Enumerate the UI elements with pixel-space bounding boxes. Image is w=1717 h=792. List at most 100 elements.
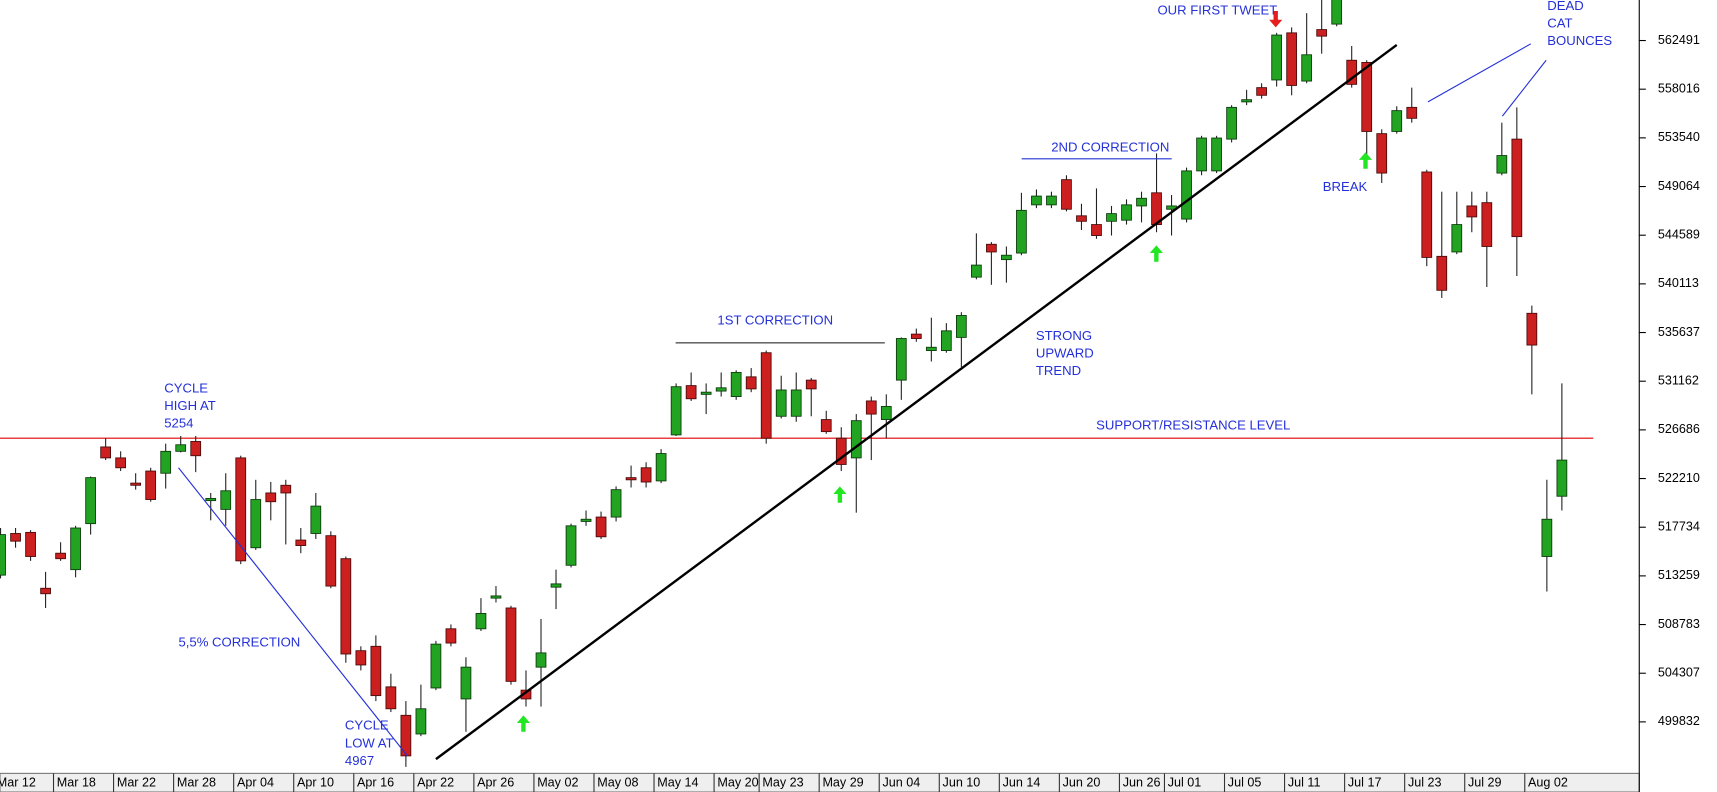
x-tick-label: Jul 05	[1228, 776, 1262, 790]
candle-body	[175, 444, 187, 452]
correction-line	[178, 467, 408, 757]
candle-body	[70, 527, 81, 571]
candle-body	[670, 386, 682, 436]
candle-body	[355, 650, 367, 666]
candle-body	[130, 482, 142, 486]
candle-body	[1526, 312, 1538, 346]
candle-body	[1466, 205, 1478, 218]
y-tick-label: 504307	[1658, 666, 1700, 680]
candle-body	[0, 534, 6, 576]
candle-body	[1496, 155, 1508, 174]
candle-body	[25, 531, 36, 557]
x-tick-label: May 23	[762, 776, 803, 790]
x-tick-label: Apr 16	[357, 776, 394, 790]
y-tick-label: 499832	[1658, 714, 1700, 728]
candle-body	[85, 477, 96, 525]
candle-body	[1226, 106, 1237, 140]
annotation: DEAD	[1547, 0, 1583, 13]
candle-body	[220, 490, 232, 510]
candle-body	[760, 352, 772, 439]
candle-body	[1241, 99, 1252, 103]
candle-body	[325, 535, 337, 587]
y-tick-label: 531162	[1658, 374, 1699, 388]
candle-body	[1106, 213, 1117, 222]
y-tick-label: 535637	[1658, 325, 1700, 339]
candle-body	[565, 525, 577, 566]
candle-body	[1406, 106, 1418, 119]
y-tick-label: 513259	[1658, 568, 1700, 582]
x-tick-label: Jun 10	[943, 776, 981, 790]
y-tick-label: 508783	[1658, 617, 1700, 631]
annotation: OUR FIRST TWEET	[1157, 2, 1277, 17]
candle-body	[115, 457, 127, 469]
candle-body	[235, 457, 247, 562]
candle-body	[505, 607, 517, 682]
y-tick-label: 544589	[1658, 228, 1700, 242]
annotation: BOUNCES	[1547, 33, 1612, 48]
x-tick-label: Mar 22	[117, 776, 156, 790]
buy-arrow	[833, 486, 847, 503]
candle-body	[460, 666, 472, 700]
x-tick-label: Jul 01	[1168, 776, 1202, 790]
candle-body	[1256, 87, 1267, 96]
candle-body	[940, 330, 952, 351]
y-tick-label: 549064	[1658, 179, 1700, 193]
x-tick-label: Aug 02	[1528, 776, 1568, 790]
candle-body	[1316, 29, 1328, 37]
annotation: BREAK	[1323, 179, 1368, 194]
candle-body	[370, 645, 382, 697]
candle-body	[1556, 459, 1568, 497]
candle-body	[1196, 137, 1207, 172]
candle-body	[775, 389, 787, 417]
annotation-layer: CYCLE HIGH AT 5254 5,5% CORRECTION CYCLE LOW …	[164, 0, 1612, 768]
candle-body	[1211, 137, 1222, 172]
candle-body	[1511, 138, 1523, 238]
candle-body	[1331, 0, 1343, 25]
candle-body	[340, 558, 352, 655]
candle-body	[910, 333, 922, 339]
candle-body	[160, 450, 172, 474]
candle-body	[1001, 254, 1012, 261]
candle-body	[745, 376, 757, 390]
x-tick-label: May 02	[537, 776, 578, 790]
candle-body	[956, 315, 967, 338]
annotation: UPWARD	[1036, 345, 1094, 360]
candle-body	[1376, 133, 1388, 174]
candle-body	[925, 346, 937, 351]
candle-body	[310, 505, 322, 534]
y-tick-label: 553540	[1658, 130, 1700, 144]
candle-body	[265, 492, 277, 503]
candle-body	[400, 714, 412, 757]
x-tick-label: Jul 23	[1408, 776, 1442, 790]
candle-body	[1301, 54, 1313, 82]
y-tick-label: 562491	[1658, 33, 1700, 47]
candle-body	[490, 595, 502, 599]
x-tick-label: Jun 04	[883, 776, 921, 790]
candle-body	[865, 400, 877, 415]
x-tick-label: Jul 11	[1288, 776, 1321, 790]
x-tick-label: Mar 12	[0, 776, 36, 790]
y-tick-label: 558016	[1658, 82, 1700, 96]
annotation: TREND	[1036, 363, 1081, 378]
candle-body	[190, 441, 202, 457]
candle-body	[40, 587, 51, 595]
annotation: LOW AT	[345, 735, 394, 750]
candle-body	[1271, 34, 1283, 81]
x-tick-label: Jul 17	[1348, 776, 1382, 790]
trend-line	[435, 43, 1398, 761]
candle-body	[986, 243, 997, 253]
candle-body	[1436, 255, 1448, 291]
candle-body	[1541, 518, 1553, 557]
annotation: SUPPORT/RESISTANCE LEVEL	[1096, 418, 1290, 433]
candle-body	[550, 583, 562, 588]
y-tick-label: 517734	[1658, 520, 1700, 534]
candle-body	[1076, 215, 1087, 222]
candle-body	[295, 539, 307, 546]
candle-body	[1181, 170, 1192, 220]
sell-arrow	[1269, 10, 1283, 28]
candle-body	[1361, 62, 1373, 132]
annotation: 5254	[164, 415, 193, 430]
candle-body	[1016, 209, 1027, 254]
candle-body	[55, 552, 66, 560]
plot-area	[0, 0, 1594, 767]
